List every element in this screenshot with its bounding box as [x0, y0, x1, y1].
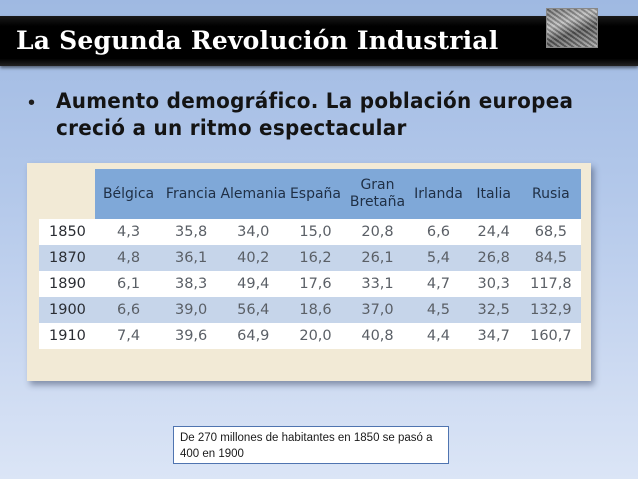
table-cell: 6,6	[410, 219, 467, 245]
table-cell: 35,8	[161, 219, 221, 245]
table-cell: 56,4	[220, 297, 287, 323]
table-cell: 40,2	[220, 245, 287, 271]
table-cell: 37,0	[344, 297, 411, 323]
header-gran-bretana: Gran Bretaña	[344, 169, 411, 219]
table-cell: 17,6	[286, 271, 345, 297]
table-cell: 4,8	[95, 245, 162, 271]
population-table: Bélgica Francia Alemania España Gran Bre…	[27, 169, 581, 349]
header-irlanda: Irlanda	[410, 169, 467, 219]
table-cell: 16,2	[286, 245, 345, 271]
year-cell: 1900	[27, 297, 96, 323]
table-cell: 132,9	[520, 297, 581, 323]
table-cell: 160,7	[520, 323, 581, 349]
table-cell: 32,5	[466, 297, 521, 323]
table-cell: 6,1	[95, 271, 162, 297]
table-cell: 7,4	[95, 323, 162, 349]
table-cell: 64,9	[220, 323, 287, 349]
year-cell: 1910	[27, 323, 96, 349]
year-cell: 1890	[27, 271, 96, 297]
slide-title: La Segunda Revolución Industrial	[16, 26, 499, 55]
table-row: 1870 4,8 36,1 40,2 16,2 26,1 5,4 26,8 84…	[27, 245, 581, 271]
table-header-row: Bélgica Francia Alemania España Gran Bre…	[27, 169, 581, 219]
table-cell: 24,4	[466, 219, 521, 245]
table-cell: 39,6	[161, 323, 221, 349]
header-francia: Francia	[161, 169, 221, 219]
table-row: 1910 7,4 39,6 64,9 20,0 40,8 4,4 34,7 16…	[27, 323, 581, 349]
table-cell: 26,1	[344, 245, 411, 271]
table-cell: 20,8	[344, 219, 411, 245]
table-cell: 4,5	[410, 297, 467, 323]
table-cell: 15,0	[286, 219, 345, 245]
table-cell: 26,8	[466, 245, 521, 271]
header-corner	[27, 169, 96, 219]
table-cell: 18,6	[286, 297, 345, 323]
year-cell: 1850	[27, 219, 96, 245]
header-italia: Italia	[466, 169, 521, 219]
table-cell: 6,6	[95, 297, 162, 323]
industrial-photo-thumbnail	[546, 8, 598, 48]
table-cell: 39,0	[161, 297, 221, 323]
table-cell: 4,7	[410, 271, 467, 297]
table-cell: 40,8	[344, 323, 411, 349]
table-cell: 4,4	[410, 323, 467, 349]
table-cell: 4,3	[95, 219, 162, 245]
bullet-text: Aumento demográfico. La población europe…	[56, 89, 574, 140]
table-cell: 49,4	[220, 271, 287, 297]
table-row: 1900 6,6 39,0 56,4 18,6 37,0 4,5 32,5 13…	[27, 297, 581, 323]
year-cell: 1870	[27, 245, 96, 271]
table-cell: 34,7	[466, 323, 521, 349]
header-alemania: Alemania	[220, 169, 287, 219]
table-cell: 84,5	[520, 245, 581, 271]
bullet-point: • Aumento demográfico. La población euro…	[28, 88, 628, 142]
table-cell: 5,4	[410, 245, 467, 271]
population-note-textbox: De 270 millones de habitantes en 1850 se…	[173, 426, 449, 464]
table-cell: 20,0	[286, 323, 345, 349]
table-cell: 38,3	[161, 271, 221, 297]
bullet-icon: •	[28, 92, 36, 114]
table-cell: 117,8	[520, 271, 581, 297]
header-espana: España	[286, 169, 345, 219]
population-table-frame: Bélgica Francia Alemania España Gran Bre…	[27, 163, 591, 381]
table-cell: 34,0	[220, 219, 287, 245]
table-row: 1890 6,1 38,3 49,4 17,6 33,1 4,7 30,3 11…	[27, 271, 581, 297]
table-cell: 33,1	[344, 271, 411, 297]
table-cell: 68,5	[520, 219, 581, 245]
table-row: 1850 4,3 35,8 34,0 15,0 20,8 6,6 24,4 68…	[27, 219, 581, 245]
table-cell: 36,1	[161, 245, 221, 271]
header-rusia: Rusia	[520, 169, 581, 219]
header-belgica: Bélgica	[95, 169, 162, 219]
title-bar: La Segunda Revolución Industrial	[0, 8, 638, 66]
table-cell: 30,3	[466, 271, 521, 297]
